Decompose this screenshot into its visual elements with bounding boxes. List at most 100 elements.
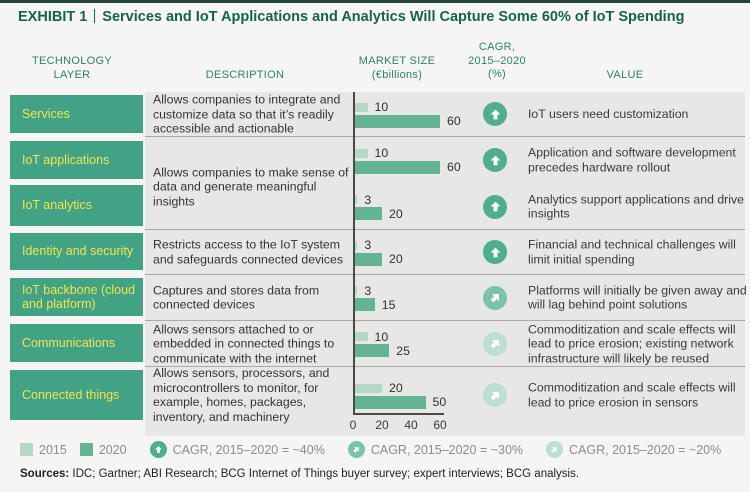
up-arrow-icon <box>490 247 500 257</box>
tech-layer-label: IoT applications <box>22 152 110 167</box>
row-iot-backbone: IoT backbone (cloud and platform) Captur… <box>0 274 750 320</box>
legend-label: CAGR, 2015–2020 = ~30% <box>370 442 524 457</box>
bar-2020-value: 20 <box>389 252 403 266</box>
x-tick-0: 0 <box>349 418 357 432</box>
bar-2015-line: 10 <box>353 146 461 160</box>
bar-group: 10 60 <box>353 146 461 174</box>
row-panel: Allows companies to make sense of data a… <box>145 136 745 229</box>
description-cell: Allows sensors, processors, and microcon… <box>153 366 330 424</box>
bar-2020-line: 60 <box>353 160 461 174</box>
legend-label: 2015 <box>39 442 67 457</box>
up-arrow-icon <box>149 441 167 458</box>
bar-2020-line: 20 <box>353 252 403 266</box>
bar-group: 3 20 <box>353 193 403 221</box>
row-content: Captures and stores data from connected … <box>145 275 747 320</box>
bar-2015 <box>353 383 382 393</box>
row-panel: Allows sensors attached to or embedded i… <box>145 320 745 366</box>
bar-2015-line: 10 <box>353 100 461 114</box>
x-axis-line <box>353 413 444 415</box>
bar-2015-value: 10 <box>374 329 389 344</box>
value-cell: Analytics support applications and drive… <box>528 192 745 221</box>
bar-2020-line: 25 <box>353 344 410 358</box>
tech-layer-communications: Communications <box>10 324 143 362</box>
bar-2015 <box>353 102 368 112</box>
exhibit-number: EXHIBIT 1 <box>18 9 88 25</box>
x-tick-60: 60 <box>433 418 447 432</box>
bar-2020 <box>353 160 440 174</box>
bar-2020-line: 15 <box>353 298 395 312</box>
bar-group: 20 50 <box>353 381 446 409</box>
value-cell: Commoditization and scale effects will l… <box>528 321 736 365</box>
bar-2020 <box>353 114 440 128</box>
sources-line: Sources: IDC; Gartner; ABI Research; BCG… <box>20 468 742 480</box>
x-tick-20: 20 <box>375 418 389 432</box>
up-arrow-icon <box>490 201 500 212</box>
value-cell: Financial and technical challenges will … <box>528 237 736 267</box>
sources-text: IDC; Gartner; ABI Research; BCG Internet… <box>69 468 580 480</box>
bar-2015-line: 20 <box>353 381 446 395</box>
bar-2015 <box>353 195 358 204</box>
description-cell: Captures and stores data from connected … <box>153 283 320 312</box>
bar-2015-value: 3 <box>364 192 372 207</box>
column-header-market-size: MARKET SIZE (€billions) <box>358 55 436 81</box>
row-content: Restricts access to the IoT system and s… <box>145 230 745 274</box>
description-cell: Restricts access to the IoT system and s… <box>153 237 344 267</box>
column-header-description: DESCRIPTION <box>205 69 285 81</box>
bar-2020-line: 60 <box>353 114 461 128</box>
cagr-badge-40 <box>483 194 507 219</box>
tech-layer-label: Connected things <box>22 387 120 402</box>
legend-item-2015: 2015 <box>20 443 67 457</box>
description-cell: Allows companies to integrate and custom… <box>153 92 341 136</box>
bar-group: 10 25 <box>353 330 410 358</box>
bar-2015-value: 3 <box>364 283 372 298</box>
row-content: 10 60 Application and software developme… <box>145 137 745 183</box>
cagr-badge-20 <box>483 383 507 407</box>
column-header-technology-layer: TECHNOLOGY LAYER <box>31 55 112 81</box>
description-cell: Allows sensors attached to or embedded i… <box>153 321 335 365</box>
cagr-badge-40 <box>483 102 507 126</box>
sources-label: Sources: <box>20 468 70 480</box>
bar-2015-value: 10 <box>374 146 389 160</box>
row-panel: Captures and stores data from connected … <box>145 274 747 320</box>
cagr-badge-20 <box>483 331 507 356</box>
bar-2020-value: 60 <box>447 114 461 128</box>
value-cell: Application and software development pre… <box>528 145 736 175</box>
bar-2015 <box>353 148 368 158</box>
up-arrow-icon <box>490 155 500 165</box>
row-content: Allows sensors attached to or embedded i… <box>145 321 745 366</box>
row-panel: Allows sensors, processors, and microcon… <box>145 366 745 436</box>
bar-2015 <box>353 240 358 250</box>
row-content: 3 20 Analytics support applications and … <box>145 183 745 230</box>
tech-layer-connected-things: Connected things <box>10 370 143 420</box>
tech-layer-label: Identity and security <box>22 244 134 259</box>
row-iot-applications-analytics: IoT applications IoT analytics Allows co… <box>0 136 750 229</box>
bar-2015-line: 3 <box>353 284 395 298</box>
bar-2020 <box>353 344 390 357</box>
up-right-arrow-icon <box>490 340 499 349</box>
legend-item-2020: 2020 <box>79 442 127 457</box>
bar-2020-value: 20 <box>389 206 403 221</box>
bar-2015 <box>353 332 368 341</box>
title-text: Services and IoT Applications and Analyt… <box>102 9 685 25</box>
value-cell: IoT users need customization <box>528 106 689 121</box>
cagr-badge-40 <box>483 148 507 172</box>
column-header-cagr: CAGR, 2015–2020 (%) <box>468 41 526 80</box>
legend-item-cagr-30: CAGR, 2015–2020 = ~30% <box>347 441 524 458</box>
x-tick-40: 40 <box>404 418 418 432</box>
bar-2015-value: 20 <box>389 381 403 395</box>
legend: 2015 2020 CAGR, 2015–2020 = ~40% CAGR, 2… <box>20 441 734 458</box>
bar-2015-value: 3 <box>364 238 372 252</box>
legend-label: CAGR, 2015–2020 = ~20% <box>569 442 722 457</box>
value-cell: Platforms will initially be given away a… <box>528 283 747 312</box>
bar-2020-value: 60 <box>447 160 461 174</box>
title-separator-bar <box>94 9 96 23</box>
row-identity-security: Identity and security Restricts access t… <box>0 229 750 274</box>
bar-2020-line: 50 <box>353 395 446 409</box>
legend-label: 2020 <box>98 442 127 457</box>
row-content: Allows companies to integrate and custom… <box>145 92 745 136</box>
up-right-arrow-icon <box>490 391 499 400</box>
bar-2020 <box>353 395 426 409</box>
bar-2015-line: 10 <box>353 330 410 344</box>
cagr-badge-40 <box>483 240 507 264</box>
